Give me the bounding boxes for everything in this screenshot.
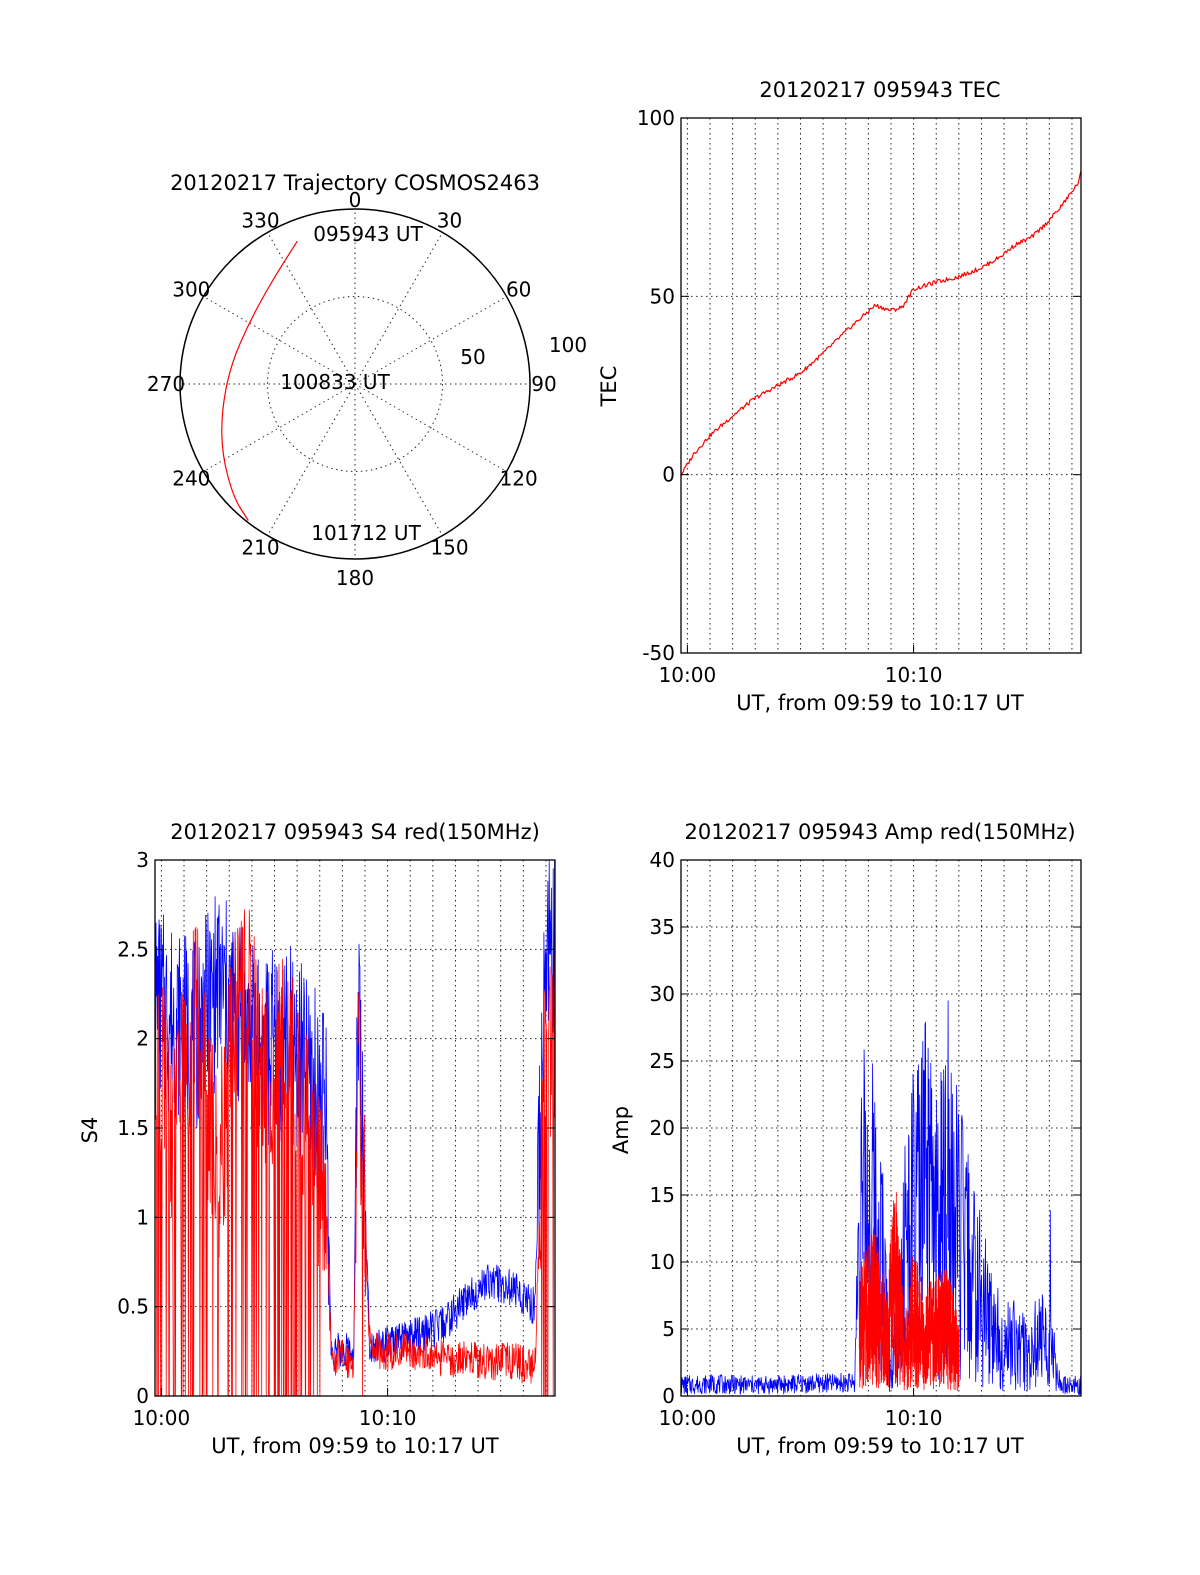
polar-spoke-330 [267, 232, 356, 385]
s4-xtick-label: 10:00 [133, 1406, 191, 1430]
s4-ytick-label: 1 [136, 1205, 149, 1229]
amp-series-line [858, 1192, 960, 1392]
tec-series [680, 170, 1082, 476]
tec-ytick-label: -50 [642, 641, 675, 665]
amp-ytick-label: 30 [650, 982, 675, 1006]
amp-tick-labels: 0 5 10 15 20 25 30 35 40 10:00 10:10 [650, 848, 1081, 1430]
amp-title: 20120217 095943 Amp red(150MHz) [684, 820, 1075, 844]
s4-ytick-label: 2.5 [117, 937, 149, 961]
polar-trajectory-plot: 20120217 Trajectory COSMOS2463 0 30 60 90 12… [147, 171, 587, 590]
s4-y-axis-label: S4 [78, 1117, 102, 1144]
s4-ytick-label: 0 [136, 1384, 149, 1408]
amp-ytick-label: 0 [662, 1384, 675, 1408]
amp-ytick-label: 40 [650, 848, 675, 872]
polar-azimuth-label: 0 [349, 188, 362, 212]
polar-outer-circle [179, 208, 531, 560]
amp-ytick-label: 25 [650, 1049, 675, 1073]
s4-ytick-label: 0.5 [117, 1295, 149, 1319]
polar-spoke-60 [354, 296, 507, 385]
s4-ytick-label: 2 [136, 1027, 149, 1051]
s4-x-axis-label: UT, from 09:59 to 10:17 UT [211, 1434, 499, 1458]
polar-spoke-300 [203, 296, 356, 385]
polar-spoke-210 [267, 383, 356, 536]
tec-title: 20120217 095943 TEC [759, 78, 1000, 102]
s4-series-line [154, 909, 556, 1397]
tec-grid [681, 117, 1081, 654]
polar-azimuth-label: 330 [241, 208, 279, 232]
tec-x-axis-label: UT, from 09:59 to 10:17 UT [736, 691, 1024, 715]
polar-spoke-30 [354, 232, 443, 385]
polar-spoke-150 [354, 383, 443, 536]
trajectory-line [221, 240, 298, 521]
amp-ytick-label: 10 [650, 1250, 675, 1274]
tec-xtick-label: 10:00 [659, 663, 717, 687]
amp-series-line [680, 1000, 1082, 1396]
polar-azimuth-label: 120 [500, 467, 538, 491]
polar-grid-circle-50 [267, 296, 443, 472]
amp-ytick-label: 35 [650, 915, 675, 939]
annotation-mid-time: 100833 UT [280, 370, 390, 394]
tec-xtick-label: 10:10 [885, 663, 943, 687]
s4-ytick-label: 3 [136, 848, 149, 872]
tec-ytick-label: 50 [650, 284, 675, 308]
polar-azimuth-label: 210 [241, 536, 279, 560]
polar-title: 20120217 Trajectory COSMOS2463 [170, 171, 540, 195]
polar-radius-label-100: 100 [549, 333, 587, 357]
amp-xtick-label: 10:00 [659, 1406, 717, 1430]
tec-ytick-label: 0 [662, 463, 675, 487]
polar-azimuth-label: 240 [172, 467, 210, 491]
polar-azimuth-label: 270 [147, 372, 185, 396]
s4-title: 20120217 095943 S4 red(150MHz) [170, 820, 540, 844]
tec-y-axis-label: TEC [597, 366, 621, 408]
tec-tick-labels: -50 0 50 100 10:00 10:10 [637, 106, 1081, 687]
polar-azimuth-label: 180 [336, 566, 374, 590]
amp-plot: 20120217 095943 Amp red(150MHz) 0 5 10 15 20… [609, 820, 1082, 1458]
s4-plot: 20120217 095943 S4 red(150MHz) 0 0.5 1 1.5 2… [78, 820, 556, 1458]
amp-ytick-label: 5 [662, 1317, 675, 1341]
polar-azimuth-label: 60 [506, 278, 531, 302]
amp-series [680, 1000, 1082, 1396]
s4-series-line [154, 859, 556, 1371]
tec-series-line [680, 170, 1082, 476]
annotation-start-time: 095943 UT [313, 222, 423, 246]
polar-azimuth-label: 150 [430, 536, 468, 560]
amp-ytick-label: 20 [650, 1116, 675, 1140]
amp-x-axis-label: UT, from 09:59 to 10:17 UT [736, 1434, 1024, 1458]
s4-ytick-label: 1.5 [117, 1116, 149, 1140]
polar-spoke-240 [203, 383, 356, 472]
s4-series [154, 859, 556, 1397]
amp-ytick-label: 15 [650, 1183, 675, 1207]
amp-xtick-label: 10:10 [885, 1406, 943, 1430]
polar-azimuth-labels: 0 30 60 90 120 150 180 210 240 270 300 330 [147, 188, 557, 590]
polar-azimuth-label: 300 [172, 278, 210, 302]
tec-plot-frame [680, 117, 1082, 654]
amp-y-axis-label: Amp [609, 1106, 633, 1154]
annotation-end-time: 101712 UT [311, 521, 421, 545]
s4-tick-labels: 0 0.5 1 1.5 2 2.5 3 10:00 10:10 [117, 848, 555, 1430]
polar-grid [180, 209, 530, 559]
polar-azimuth-label: 30 [437, 208, 462, 232]
polar-azimuth-label: 90 [531, 372, 556, 396]
s4-xtick-label: 10:10 [359, 1406, 417, 1430]
polar-spoke-120 [354, 383, 507, 472]
polar-radius-label-50: 50 [460, 345, 485, 369]
tec-ytick-label: 100 [637, 106, 675, 130]
